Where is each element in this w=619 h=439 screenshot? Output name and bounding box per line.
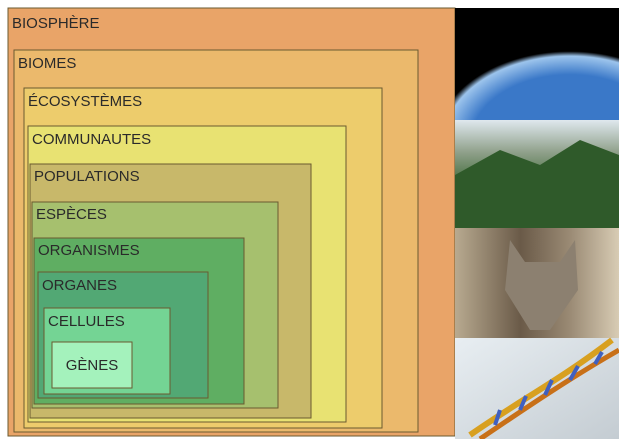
earth-photo — [455, 8, 619, 120]
level-label: ORGANES — [42, 277, 117, 294]
level-label: ÉCOSYSTÈMES — [28, 93, 142, 110]
level-label: ORGANISMES — [38, 242, 140, 259]
diagram: BIOSPHÈRE BIOMES ÉCOSYSTÈMES COMMUNAUTES… — [0, 0, 619, 439]
photos — [455, 8, 619, 439]
level-label: ESPÈCES — [36, 206, 107, 223]
level-label: BIOSPHÈRE — [12, 15, 100, 32]
level-label: BIOMES — [18, 55, 76, 72]
level-label: POPULATIONS — [34, 168, 140, 185]
level-label: GÈNES — [66, 357, 119, 374]
level-label: CELLULES — [48, 313, 125, 330]
level-label: COMMUNAUTES — [32, 131, 151, 148]
nested-levels: BIOSPHÈRE BIOMES ÉCOSYSTÈMES COMMUNAUTES… — [8, 8, 455, 436]
